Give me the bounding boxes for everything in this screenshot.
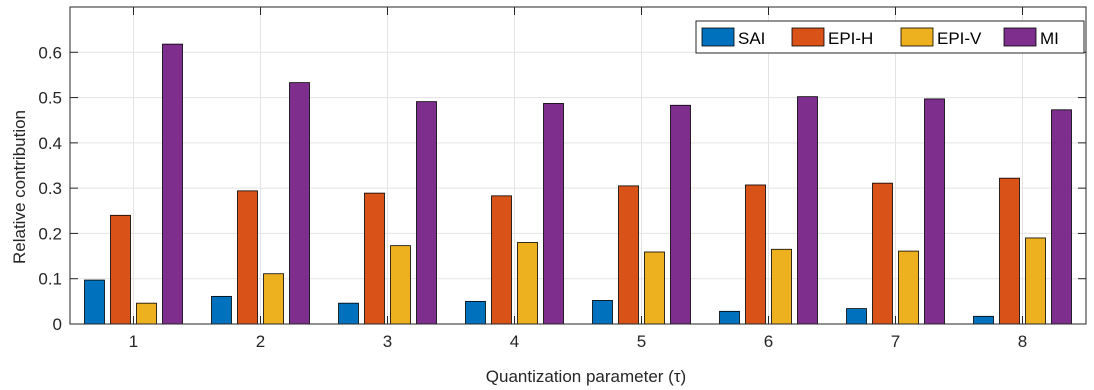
bar-mi-2: [289, 82, 310, 325]
bar-mi-1: [162, 43, 183, 325]
bar-mi-3: [416, 101, 437, 325]
tick-labels: 0 0.1 0.2 0.3 0.4 0.5 0.6 1 2 3 4 5 6 7 8: [38, 43, 1027, 351]
bar-mi-4: [543, 103, 564, 325]
bar-epi-h-4: [491, 195, 512, 325]
bar-epi-h-3: [364, 192, 385, 325]
bar-mi-6: [797, 96, 818, 325]
y-tick-label: 0.3: [38, 179, 62, 198]
legend: SAI EPI-H EPI-V MI: [695, 20, 1085, 54]
x-tick-label: 5: [637, 332, 646, 351]
y-tick-label: 0.4: [38, 134, 62, 153]
bar-sai-8: [973, 315, 994, 325]
legend-label-sai: SAI: [738, 29, 765, 48]
bar-sai-1: [84, 279, 105, 325]
legend-label-epi-h: EPI-H: [828, 29, 873, 48]
bar-mi-8: [1051, 109, 1072, 325]
grid: [70, 7, 1086, 324]
bar-sai-7: [846, 308, 867, 325]
bar-epi-v-1: [136, 302, 157, 325]
legend-swatch-sai: [701, 27, 735, 47]
bar-epi-h-7: [872, 182, 893, 325]
bar-epi-v-3: [390, 245, 411, 325]
bar-sai-5: [592, 300, 613, 325]
legend-swatch-epi-v: [900, 27, 934, 47]
legend-swatch-mi: [1003, 27, 1037, 47]
axes: [69, 6, 1087, 325]
legend-swatch-epi-h: [791, 27, 825, 47]
bar-epi-h-6: [745, 184, 766, 325]
x-axis-title: Quantization parameter (τ): [486, 367, 686, 386]
bar-sai-2: [211, 295, 232, 325]
legend-label-mi: MI: [1040, 29, 1059, 48]
x-tick-label: 2: [256, 332, 265, 351]
bar-sai-4: [465, 300, 486, 325]
bar-epi-v-5: [644, 251, 665, 325]
bar-epi-v-2: [263, 273, 284, 325]
y-tick-label: 0.6: [38, 43, 62, 62]
x-tick-label: 7: [891, 332, 900, 351]
bar-epi-v-7: [898, 250, 919, 325]
legend-label-epi-v: EPI-V: [937, 29, 982, 48]
y-tick-label: 0: [53, 315, 62, 334]
y-tick-label: 0.5: [38, 89, 62, 108]
bar-mi-5: [670, 104, 691, 325]
bar-epi-h-1: [110, 214, 131, 325]
bar-mi-7: [924, 98, 945, 325]
x-tick-label: 4: [510, 332, 519, 351]
x-tick-label: 6: [764, 332, 773, 351]
plot-frame: [69, 6, 1087, 325]
x-tick-label: 8: [1018, 332, 1027, 351]
bar-epi-v-4: [517, 242, 538, 325]
x-tick-label: 3: [383, 332, 392, 351]
bar-epi-v-6: [771, 248, 792, 325]
x-tick-label: 1: [129, 332, 138, 351]
bar-sai-3: [338, 302, 359, 325]
bar-epi-v-8: [1025, 237, 1046, 325]
bars: [84, 43, 1072, 325]
bar-sai-6: [719, 310, 740, 325]
bar-epi-h-2: [237, 190, 258, 325]
y-axis-title: Relative contribution: [10, 110, 29, 264]
y-tick-label: 0.2: [38, 224, 62, 243]
bar-epi-h-5: [618, 185, 639, 325]
bar-epi-h-8: [999, 177, 1020, 325]
y-tick-label: 0.1: [38, 270, 62, 289]
